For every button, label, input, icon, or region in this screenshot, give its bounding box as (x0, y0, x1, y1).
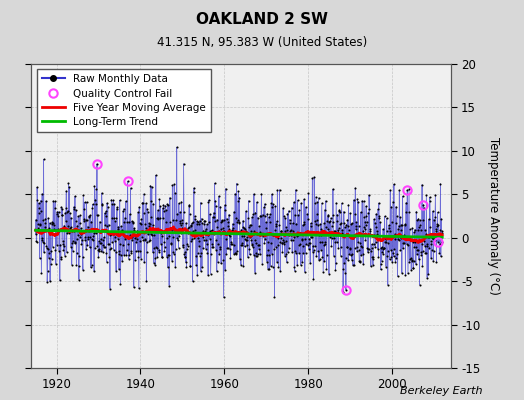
Y-axis label: Temperature Anomaly (°C): Temperature Anomaly (°C) (487, 137, 500, 295)
Text: 41.315 N, 95.383 W (United States): 41.315 N, 95.383 W (United States) (157, 36, 367, 49)
Legend: Raw Monthly Data, Quality Control Fail, Five Year Moving Average, Long-Term Tren: Raw Monthly Data, Quality Control Fail, … (37, 69, 211, 132)
Text: OAKLAND 2 SW: OAKLAND 2 SW (196, 12, 328, 27)
Text: Berkeley Earth: Berkeley Earth (400, 386, 482, 396)
